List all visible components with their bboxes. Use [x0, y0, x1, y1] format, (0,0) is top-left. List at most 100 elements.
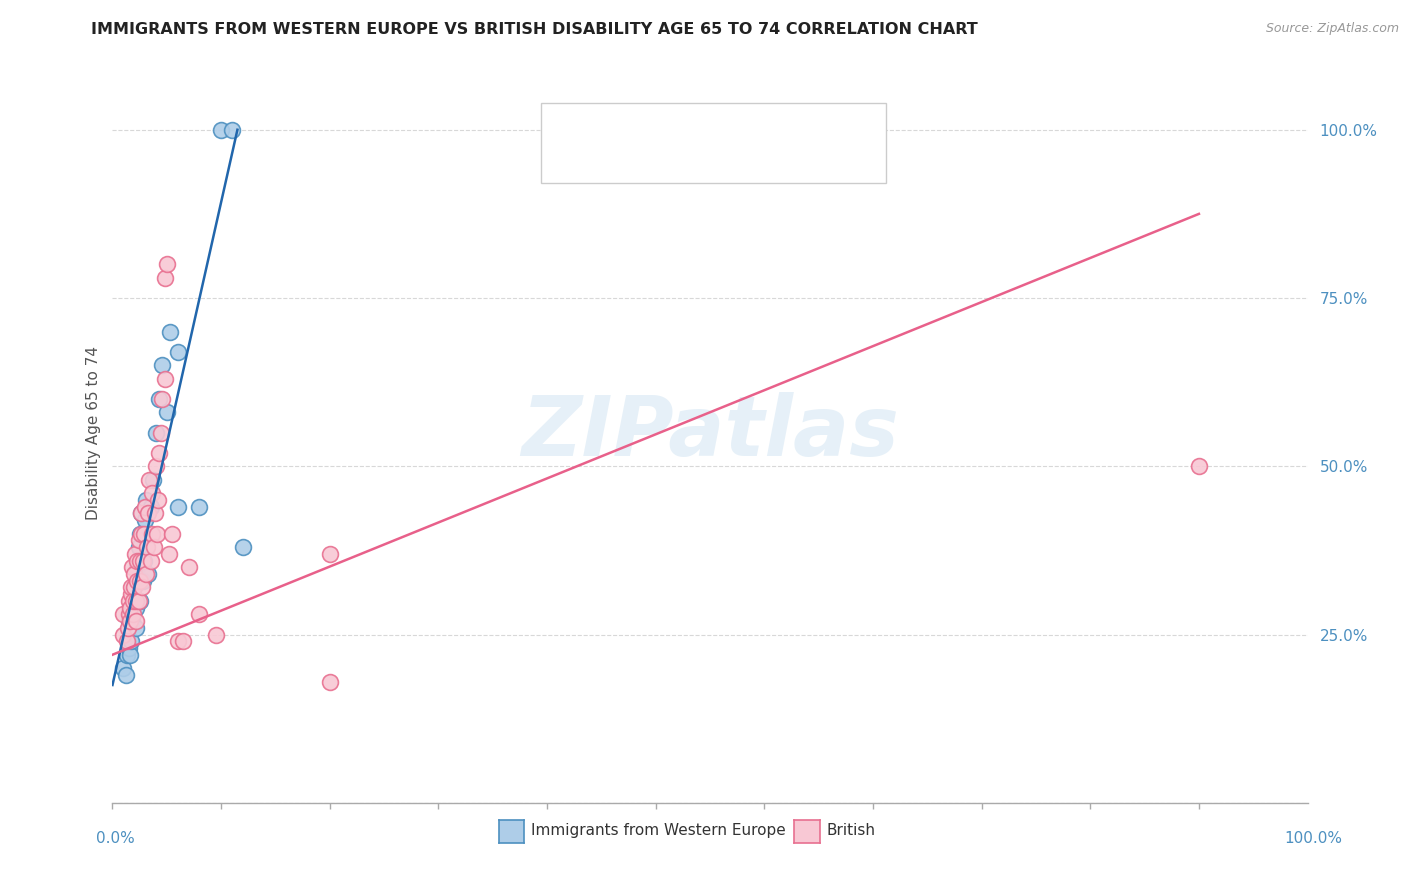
Point [122, 607, 145, 622]
Point [118, 594, 141, 608]
Point [319, 674, 342, 689]
Point [135, 566, 157, 581]
Point [188, 607, 211, 622]
Point [132, 526, 155, 541]
Point [118, 607, 141, 622]
Point [148, 392, 170, 406]
Point [153, 270, 176, 285]
Point [115, 634, 138, 648]
Point [150, 425, 173, 440]
Point [122, 581, 145, 595]
Point [134, 513, 156, 527]
Point [122, 594, 145, 608]
Point [118, 600, 141, 615]
Point [146, 526, 169, 541]
Point [209, 122, 232, 136]
Point [120, 587, 142, 601]
Text: 100.0%: 100.0% [1285, 831, 1343, 847]
Point [138, 507, 160, 521]
Point [156, 257, 179, 271]
Text: 0.0%: 0.0% [96, 831, 135, 847]
Point [139, 500, 162, 514]
Point [118, 640, 141, 655]
Point [188, 500, 211, 514]
Point [166, 634, 188, 648]
Point [118, 614, 141, 628]
Point [232, 540, 254, 554]
Point [112, 661, 135, 675]
Y-axis label: Disability Age 65 to 74: Disability Age 65 to 74 [86, 345, 101, 520]
Point [145, 459, 167, 474]
Point [177, 560, 200, 574]
Point [121, 614, 143, 628]
Text: Immigrants from Western Europe: Immigrants from Western Europe [531, 823, 786, 838]
Point [134, 500, 156, 514]
Point [120, 581, 142, 595]
Point [166, 344, 188, 359]
Point [122, 581, 145, 595]
Point [118, 614, 141, 628]
Point [146, 492, 169, 507]
Text: R = 0.622   N = 37: R = 0.622 N = 37 [589, 113, 747, 131]
Point [143, 507, 166, 521]
Point [128, 533, 150, 548]
Text: Source: ZipAtlas.com: Source: ZipAtlas.com [1265, 22, 1399, 36]
Point [125, 614, 148, 628]
Point [128, 540, 150, 554]
Point [125, 621, 148, 635]
Point [131, 581, 153, 595]
Point [125, 594, 148, 608]
Point [172, 634, 194, 648]
Point [128, 574, 150, 588]
Point [128, 594, 150, 608]
Point [117, 621, 139, 635]
Point [122, 607, 145, 622]
Point [132, 574, 155, 588]
Point [221, 122, 243, 136]
Point [127, 553, 149, 567]
Point [319, 547, 342, 561]
Point [112, 607, 135, 622]
Point [114, 668, 136, 682]
Point [139, 553, 162, 567]
Point [128, 553, 150, 567]
Point [124, 547, 146, 561]
Point [152, 392, 174, 406]
Point [136, 540, 159, 554]
Point [127, 560, 149, 574]
Point [129, 526, 152, 541]
Point [157, 547, 180, 561]
Point [153, 372, 176, 386]
Point [135, 492, 157, 507]
Point [127, 574, 149, 588]
Point [118, 648, 141, 662]
Point [162, 526, 183, 541]
Text: IMMIGRANTS FROM WESTERN EUROPE VS BRITISH DISABILITY AGE 65 TO 74 CORRELATION CH: IMMIGRANTS FROM WESTERN EUROPE VS BRITIS… [91, 22, 979, 37]
Point [142, 540, 165, 554]
Point [132, 553, 155, 567]
Point [138, 566, 160, 581]
Point [141, 526, 163, 541]
Point [152, 359, 174, 373]
Point [138, 473, 160, 487]
Text: R = 0.420   N = 58: R = 0.420 N = 58 [589, 149, 747, 167]
Point [1188, 459, 1211, 474]
Point [131, 553, 153, 567]
Point [120, 634, 142, 648]
Point [141, 486, 163, 500]
Point [122, 566, 145, 581]
Point [128, 526, 150, 541]
Point [112, 627, 135, 641]
Point [128, 594, 150, 608]
Point [129, 507, 152, 521]
Point [125, 600, 148, 615]
Point [204, 627, 226, 641]
Text: ZIPatlas: ZIPatlas [522, 392, 898, 473]
Text: British: British [827, 823, 876, 838]
Point [132, 553, 155, 567]
Point [145, 425, 167, 440]
Point [148, 446, 170, 460]
Point [166, 500, 188, 514]
Point [156, 405, 179, 419]
Point [121, 560, 143, 574]
